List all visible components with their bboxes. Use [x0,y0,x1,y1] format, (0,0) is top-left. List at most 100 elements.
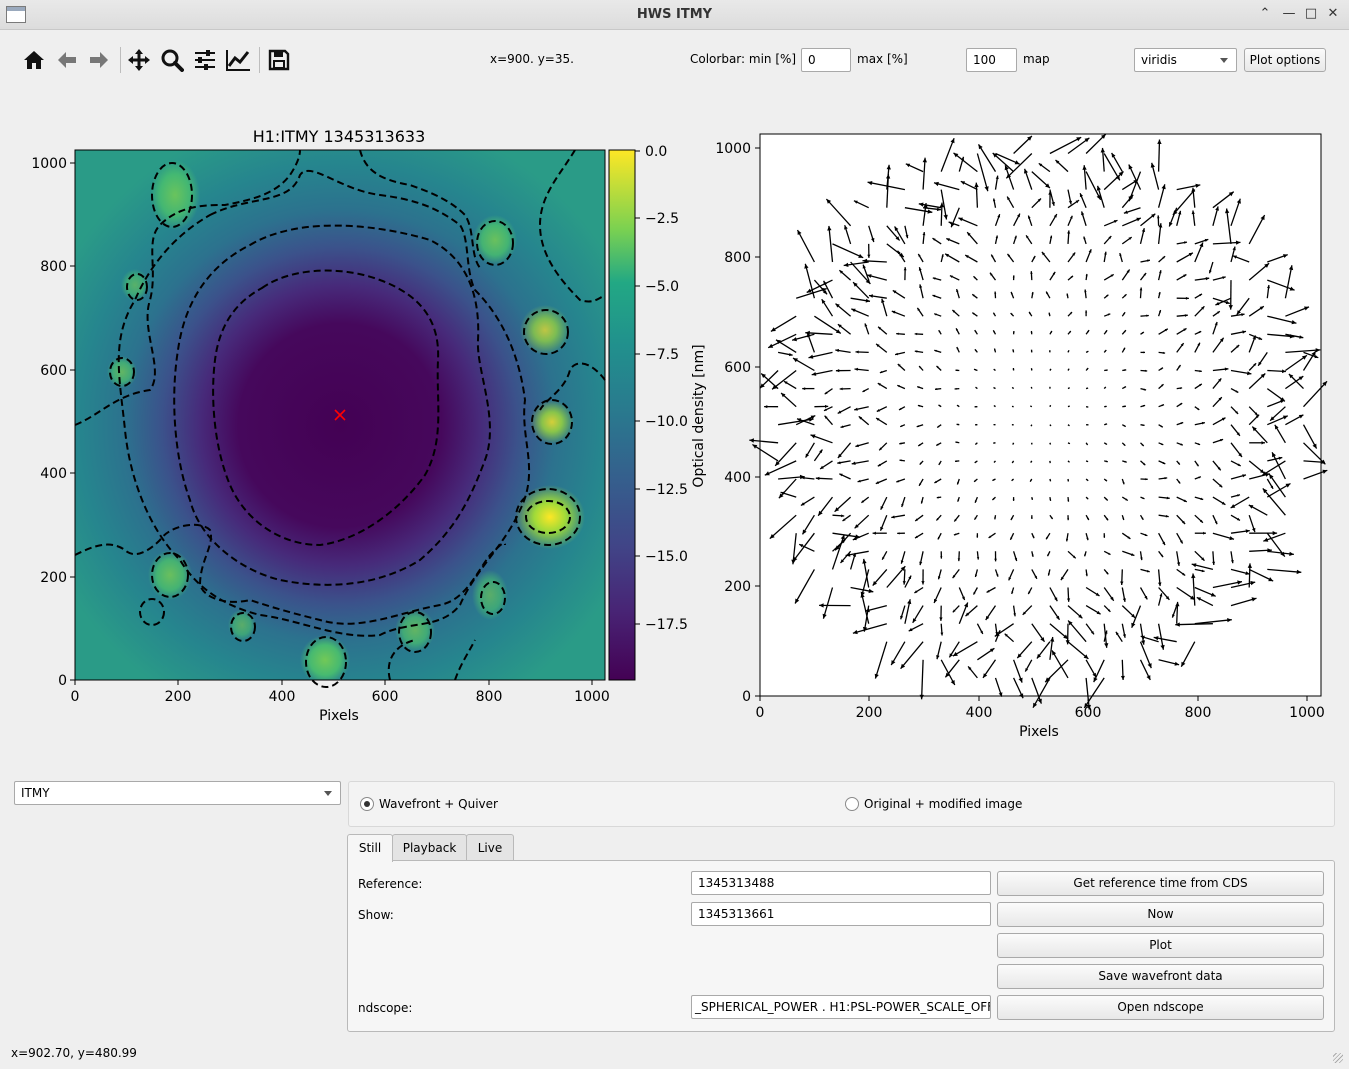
colorbar-min-input[interactable]: 0 [801,48,851,72]
window-icon[interactable] [6,6,26,23]
colorbar-tick: −17.5 [645,617,688,633]
quiver-arrow [1158,514,1169,518]
quiver-arrow [952,605,960,613]
quiver-arrow [1121,478,1125,485]
quiver-arrow [994,623,1014,637]
quiver-arrow [955,288,960,299]
quiver-arrow [935,442,942,447]
quiver-arrow [1230,424,1241,437]
quiver-arrow [1013,677,1024,699]
quiver-arrow [1049,514,1054,520]
heatmap-y-tick: 600 [40,363,67,379]
quiver-arrow [973,275,978,281]
quiver-arrow [844,225,852,245]
quiver-arrow [900,551,906,564]
open-ndscope-button[interactable]: Open ndscope [997,995,1324,1020]
quiver-arrow [936,641,942,660]
quiver-arrow [974,496,979,503]
edit-axis-icon[interactable] [225,46,251,74]
quiver-arrow [1067,350,1070,353]
resize-grip[interactable] [1333,1053,1343,1063]
minimize-icon[interactable]: — [1282,6,1296,21]
quiver-arrow [1212,276,1226,281]
quiver-arrow [1104,423,1108,426]
quiver-arrow [835,348,851,354]
quiver-plot[interactable] [749,133,1328,710]
quiver-arrows [749,133,1328,710]
quiver-arrow [917,442,924,447]
reference-input[interactable]: 1345313488 [691,871,991,895]
ndscope-channels-input[interactable]: _SPHERICAL_POWER . H1:PSL-POWER_SCALE_OF… [691,995,991,1019]
quiver-arrow [949,275,960,281]
quiver-arrow [886,243,905,258]
now-button[interactable]: Now [997,902,1324,927]
quiver-arrow [1085,367,1089,371]
forward-arrow-icon[interactable] [86,46,112,74]
quiver-arrow [993,368,996,372]
plot-button[interactable]: Plot [997,933,1324,958]
plot-options-button[interactable]: Plot options [1244,48,1326,72]
quiver-arrow [1085,350,1089,353]
colorbar-max-input[interactable]: 100 [966,48,1017,72]
back-arrow-icon[interactable] [54,46,80,74]
quiver-arrow [817,496,834,517]
quiver-arrow [1011,424,1014,426]
quiver-arrow [814,404,829,408]
tab-still[interactable]: Still [347,834,393,862]
colormap-select[interactable]: viridis [1134,48,1237,72]
quiver-arrow [851,460,869,465]
quiver-arrow [1010,291,1015,299]
quiver-arrow [832,532,861,539]
quiver-arrow [1067,424,1070,427]
quiver-arrow [934,478,942,484]
get-reference-time-button[interactable]: Get reference time from CDS [997,871,1324,896]
quiver-arrow [953,532,960,536]
wavefront-heatmap[interactable] [74,149,606,688]
quiver-arrow [1157,593,1163,606]
quiver-arrow [1031,291,1034,299]
quiver-arrow [862,388,869,393]
save-icon[interactable] [266,46,292,74]
original-modified-label[interactable]: Original + modified image [864,797,1023,811]
quiver-arrow [1175,622,1213,627]
quiver-arrow [1122,217,1142,227]
quiver-arrow [937,532,942,540]
quiver-arrow [1067,311,1073,317]
quiver-x-tick: 600 [1075,705,1102,721]
close-icon[interactable]: ✕ [1327,6,1339,21]
quiver-arrow [922,157,927,190]
channel-select[interactable]: ITMY [14,781,341,805]
zoom-icon[interactable] [159,46,185,74]
colorbar-tick: −5.0 [645,279,679,295]
configure-subplots-icon[interactable] [192,46,218,74]
quiver-arrow [1121,269,1131,281]
pan-move-icon[interactable] [126,46,152,74]
maximize-icon[interactable]: □ [1304,6,1318,21]
save-wavefront-data-button[interactable]: Save wavefront data [997,964,1324,989]
quiver-arrow [1176,364,1182,371]
tab-playback[interactable]: Playback [392,834,467,861]
quiver-arrow [946,237,960,245]
quiver-arrow [952,641,978,657]
quiver-arrow [877,326,888,335]
quiver-arrow [974,460,978,464]
original-modified-radio[interactable] [845,797,859,811]
colorbar-min-label: Colorbar: min [%] [690,52,797,66]
quiver-arrow [1230,529,1250,534]
quiver-arrow [1257,352,1268,367]
quiver-arrow [1085,133,1107,154]
wavefront-quiver-label[interactable]: Wavefront + Quiver [379,797,498,811]
quiver-arrow [976,533,979,538]
wavefront-quiver-radio[interactable] [360,797,374,811]
chevron-up-icon[interactable]: ⌃ [1259,6,1271,21]
quiver-arrow [923,207,941,212]
tab-live[interactable]: Live [466,834,514,861]
quiver-arrow [1140,314,1149,317]
quiver-arrow [1248,504,1268,516]
show-input[interactable]: 1345313661 [691,902,991,926]
quiver-arrow [783,380,797,390]
quiver-arrow [934,387,942,391]
quiver-arrow [854,406,869,411]
quiver-arrow [1085,171,1102,201]
home-icon[interactable] [21,46,47,74]
